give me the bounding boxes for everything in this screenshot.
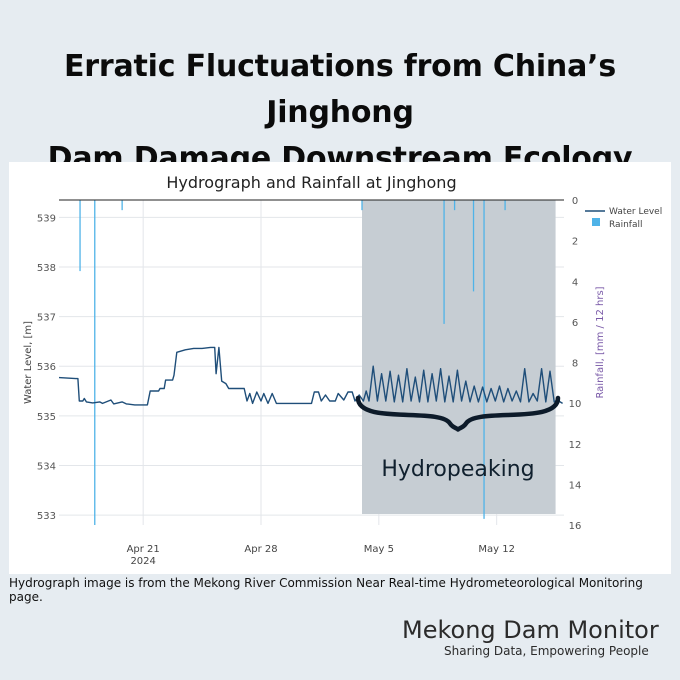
y2-tick-label: 12 — [569, 440, 582, 451]
rainfall-bars — [79, 200, 506, 525]
x-tick-sublabel: 2024 — [130, 556, 155, 567]
y2-tick-label: 6 — [572, 318, 578, 329]
hydrograph-chart: 533 534 535 536 537 538 539 0 2 4 6 8 10 12 14 16 Apr … — [23, 173, 662, 567]
y2-tick-label: 8 — [572, 359, 578, 370]
y-tick-label: 536 — [37, 362, 56, 373]
brand-name: Mekong Dam Monitor — [402, 616, 659, 644]
y2-axis-ticks: 0 2 4 6 8 10 12 14 16 — [569, 196, 582, 532]
chart-panel: 533 534 535 536 537 538 539 0 2 4 6 8 10 12 14 16 Apr … — [9, 162, 671, 574]
y2-tick-label: 16 — [569, 521, 582, 532]
brand-tagline: Sharing Data, Empowering People — [444, 644, 649, 658]
y-tick-label: 533 — [37, 511, 56, 522]
legend-rainfall-label: Rainfall — [609, 220, 642, 230]
water-level-line — [58, 346, 563, 406]
y-tick-label: 538 — [37, 263, 56, 274]
image-caption: Hydrograph image is from the Mekong Rive… — [9, 576, 643, 604]
y2-axis-label: Rainfall, [mm / 12 hrs] — [595, 286, 606, 398]
headline-line-1: Erratic Fluctuations from China’s Jingho… — [63, 49, 616, 130]
x-tick-label: Apr 21 — [127, 544, 160, 555]
y2-tick-label: 2 — [572, 237, 578, 248]
x-tick-label: May 12 — [478, 544, 515, 555]
y-axis-ticks: 533 534 535 536 537 538 539 — [37, 213, 56, 522]
legend: Water Level Rainfall — [585, 207, 662, 230]
hydropeaking-shaded-region — [362, 200, 556, 514]
legend-rainfall-swatch — [592, 218, 600, 226]
y2-tick-label: 0 — [572, 196, 578, 207]
chart-title: Hydrograph and Rainfall at Jinghong — [166, 173, 456, 192]
y2-tick-label: 4 — [572, 277, 578, 288]
y-tick-label: 534 — [37, 461, 56, 472]
y2-tick-label: 14 — [569, 480, 582, 491]
y-tick-label: 539 — [37, 213, 56, 224]
hydropeaking-label: Hydropeaking — [381, 457, 534, 482]
y2-tick-label: 10 — [569, 399, 582, 410]
y-axis-label: Water Level, [m] — [23, 321, 34, 404]
legend-water-level-label: Water Level — [609, 207, 662, 217]
x-tick-label: Apr 28 — [244, 544, 277, 555]
hydropeaking-brace — [355, 395, 561, 432]
x-tick-label: May 5 — [364, 544, 394, 555]
y-tick-label: 535 — [37, 412, 56, 423]
y-tick-label: 537 — [37, 313, 56, 324]
